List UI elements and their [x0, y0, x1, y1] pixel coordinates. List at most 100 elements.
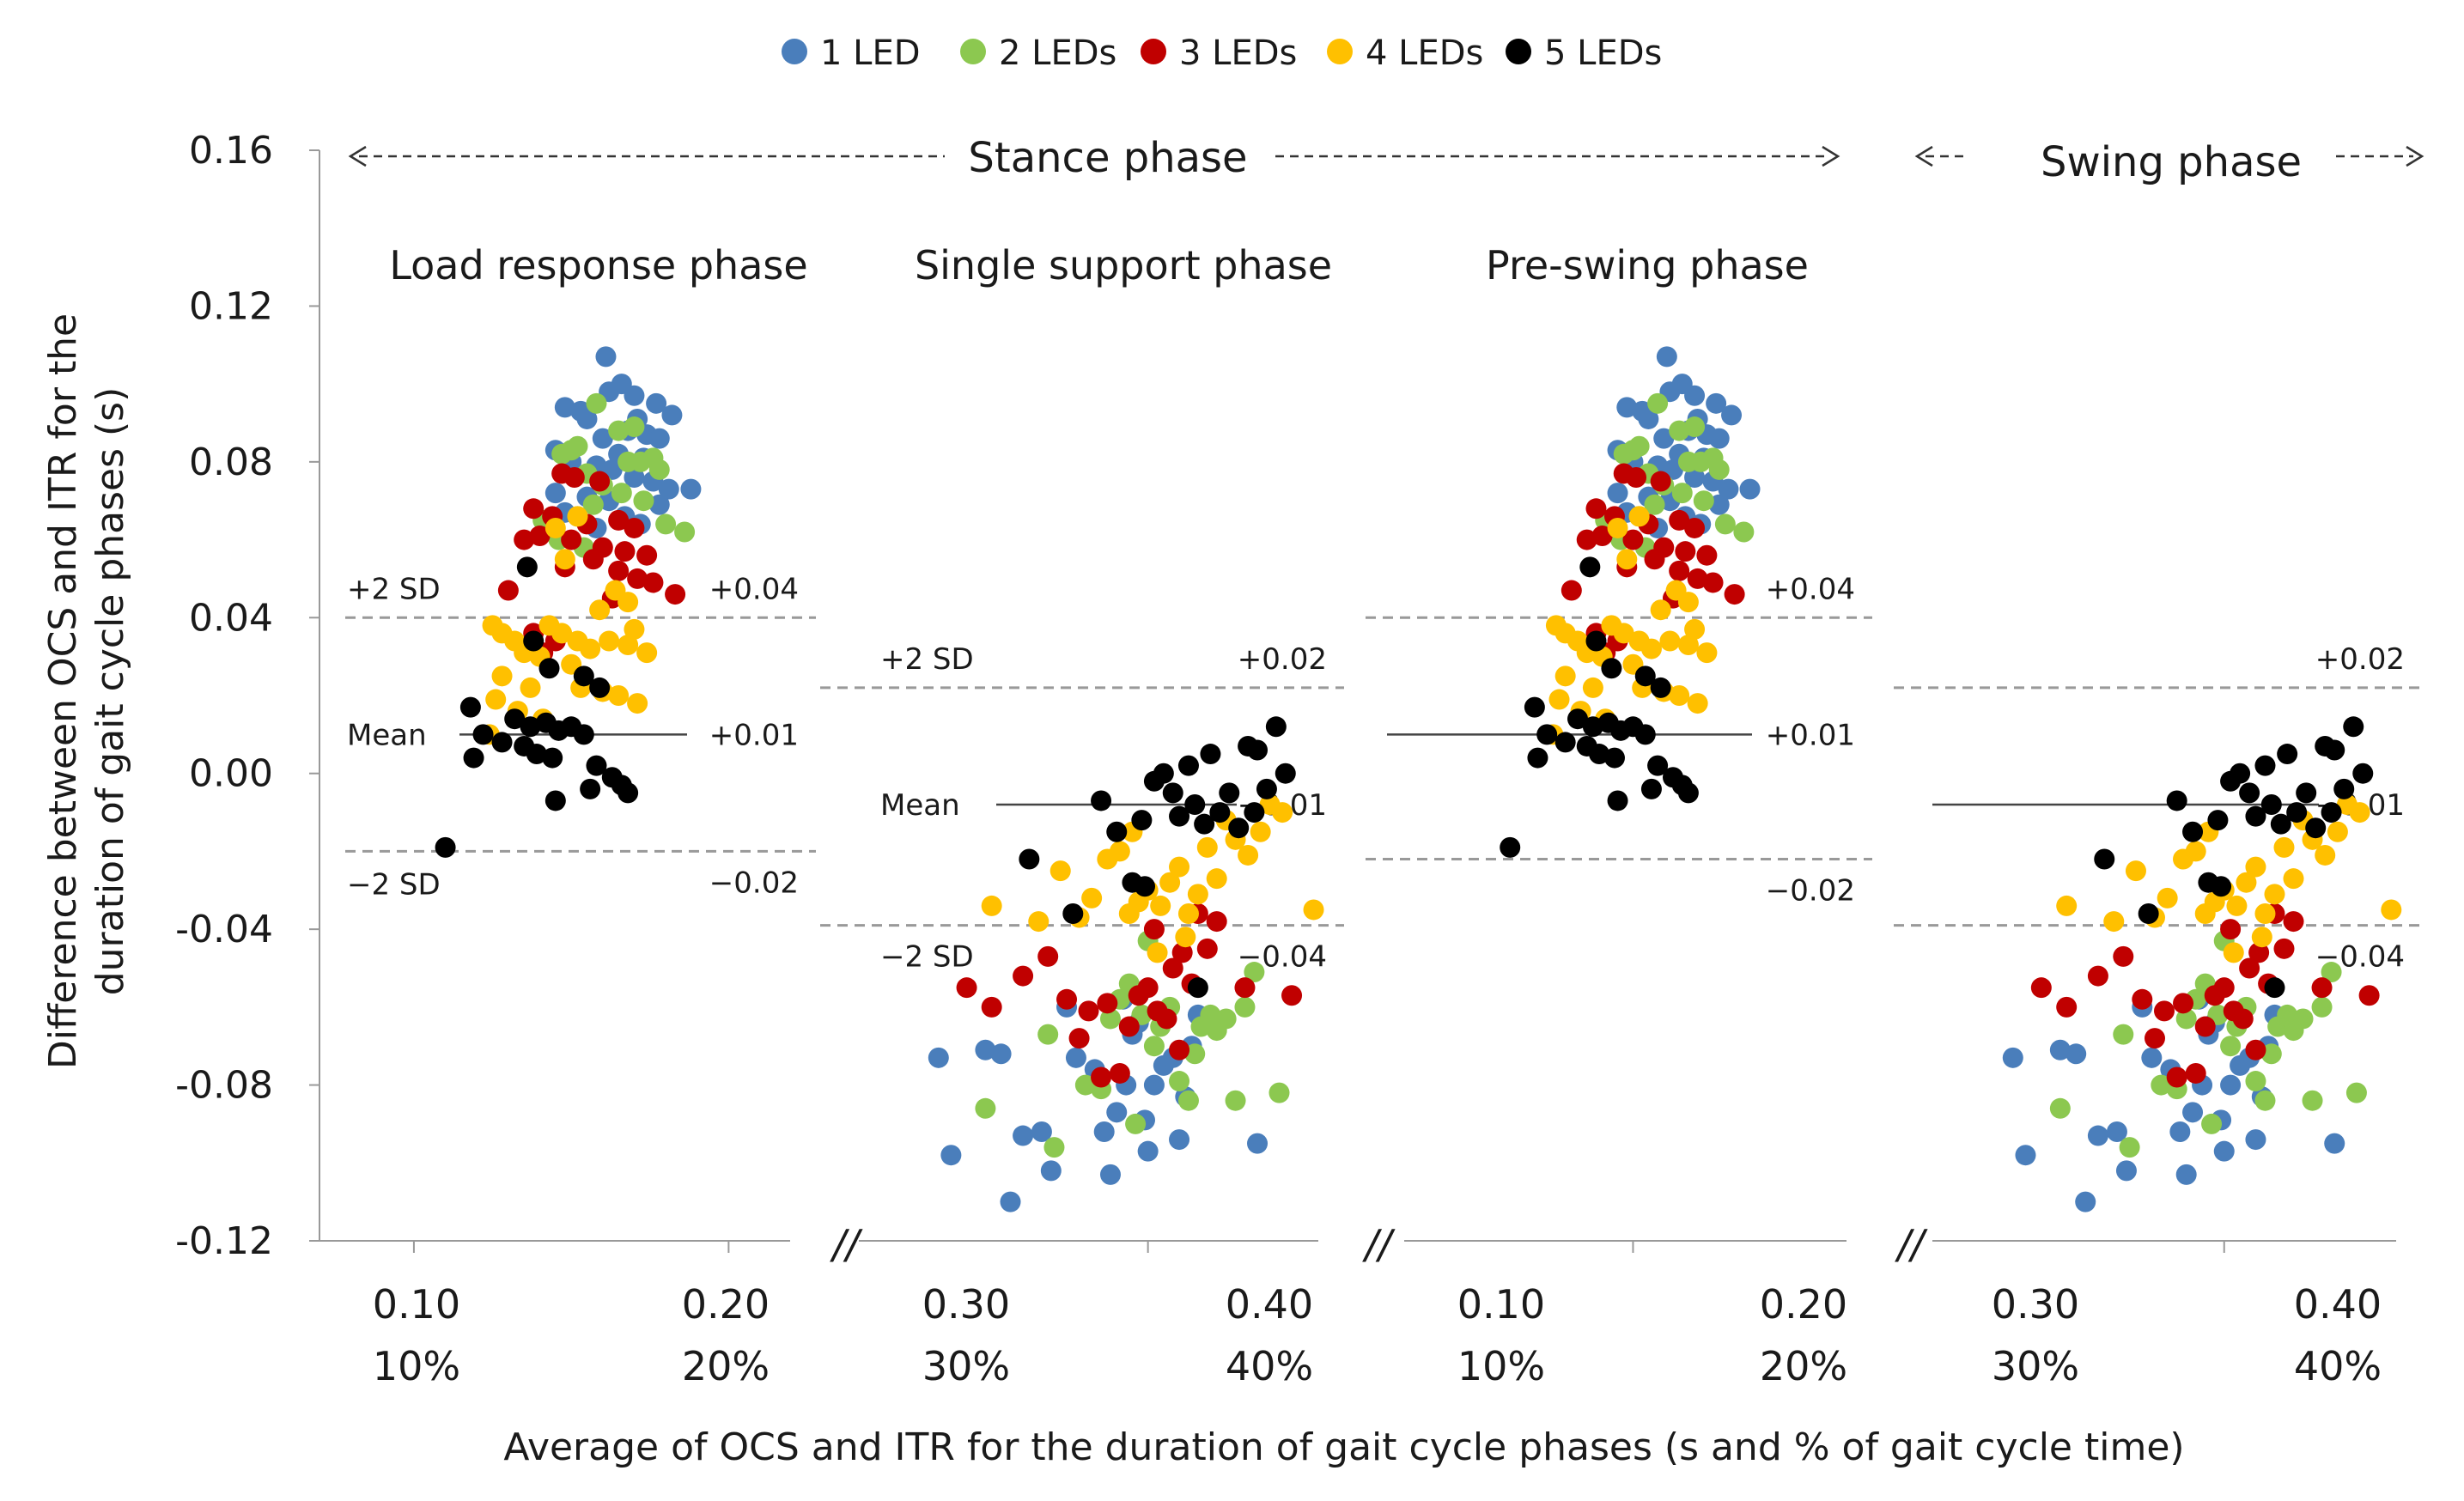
data-point [1162, 957, 1183, 979]
y-axis-label-line-2: duration of gait cycle phases (s) [88, 387, 132, 996]
data-point [1708, 459, 1730, 480]
data-point [2254, 1090, 2276, 1111]
data-point [618, 451, 639, 472]
stance-arrow-left-head [348, 145, 367, 167]
data-point [1561, 580, 1582, 601]
x-tick-percent-label: 40% [1226, 1343, 1313, 1389]
data-point [523, 630, 545, 652]
data-point [520, 677, 541, 698]
data-point [1303, 899, 1324, 921]
data-point [542, 747, 563, 769]
data-point [2166, 790, 2187, 811]
data-point [618, 782, 639, 804]
data-point [1019, 848, 1040, 870]
data-point [1097, 993, 1118, 1014]
data-point [516, 556, 538, 578]
data-point [2327, 821, 2348, 842]
x-tick-label: 0.20 [1760, 1281, 1847, 1328]
data-point [2286, 802, 2308, 823]
data-point [2296, 782, 2317, 804]
data-point [504, 708, 526, 730]
data-point [1013, 1125, 1034, 1146]
data-point [1677, 451, 1699, 472]
data-point [1091, 790, 1112, 811]
data-point [648, 494, 670, 515]
x-tick-label: 0.30 [922, 1281, 1010, 1328]
mean-label: Mean [347, 718, 427, 752]
data-point [2236, 872, 2257, 893]
data-point [2211, 876, 2232, 897]
data-point [1159, 872, 1181, 893]
data-point [648, 428, 670, 449]
data-point [1684, 385, 1706, 406]
data-point [599, 630, 620, 652]
x-tick-percent-label: 30% [1992, 1343, 2079, 1389]
data-point [2283, 868, 2304, 890]
x-tick-label: 0.20 [682, 1281, 770, 1328]
data-point [2248, 942, 2270, 963]
data-point [1607, 517, 1628, 538]
data-point [1591, 526, 1613, 547]
data-point [1634, 724, 1656, 745]
data-point [2239, 957, 2260, 979]
upper-sd-label: +2 SD [347, 572, 441, 606]
data-point [1702, 572, 1724, 593]
data-point [1037, 1024, 1059, 1045]
data-point [2264, 884, 2285, 905]
data-point [1135, 876, 1156, 897]
data-point [551, 443, 573, 465]
data-point [567, 435, 588, 457]
data-point [1653, 428, 1675, 449]
data-point [2185, 1062, 2206, 1084]
data-point [554, 549, 575, 570]
data-point [485, 689, 507, 710]
data-point [2260, 794, 2282, 815]
y-tick-label: -0.12 [175, 1219, 273, 1263]
data-point [1200, 744, 1221, 765]
x-tick-label: 0.10 [373, 1281, 460, 1328]
data-point [2182, 821, 2204, 842]
series-5-leds [435, 556, 639, 858]
data-point [1669, 509, 1690, 531]
data-point [624, 385, 645, 406]
series-4-leds [1542, 506, 1718, 745]
data-point [1196, 938, 1218, 959]
data-point [1091, 1066, 1112, 1088]
data-point [1150, 895, 1171, 916]
panel-3: Pre-swing phase +0.04 +0.01 −0.02 0.10 10% 0.2… [1366, 242, 1872, 1389]
lower-sd-value: −0.02 [709, 866, 799, 900]
data-point [1554, 732, 1576, 753]
data-point [1638, 408, 1659, 429]
data-point [545, 517, 566, 538]
data-point [1554, 665, 1576, 687]
data-point [2175, 1008, 2197, 1030]
data-point [1644, 549, 1665, 570]
data-point [1109, 841, 1130, 862]
data-point [2119, 1137, 2140, 1158]
data-point [2220, 1036, 2242, 1057]
stance-phase-header: Stance phase [968, 134, 1247, 182]
data-point [1669, 685, 1690, 706]
data-point [1714, 514, 1736, 535]
data-point [636, 544, 658, 566]
data-point [1696, 642, 1718, 664]
data-point [589, 471, 611, 492]
data-point [2138, 903, 2159, 924]
data-point [2230, 763, 2251, 784]
data-point [1536, 724, 1558, 745]
data-point [646, 392, 667, 414]
data-point [1582, 677, 1603, 698]
data-point [1696, 544, 1718, 566]
data-point [1684, 416, 1706, 438]
data-point [1628, 435, 1650, 457]
data-point [1109, 1062, 1130, 1084]
x-tick-label: 0.30 [1992, 1281, 2079, 1328]
data-point [1206, 868, 1227, 890]
data-point [2349, 802, 2370, 823]
data-point [2315, 844, 2336, 866]
data-point [1613, 443, 1634, 465]
data-point [2151, 1074, 2172, 1096]
x-tick-percent-label: 30% [922, 1343, 1010, 1389]
data-point [1687, 693, 1708, 714]
data-point [1644, 494, 1665, 515]
